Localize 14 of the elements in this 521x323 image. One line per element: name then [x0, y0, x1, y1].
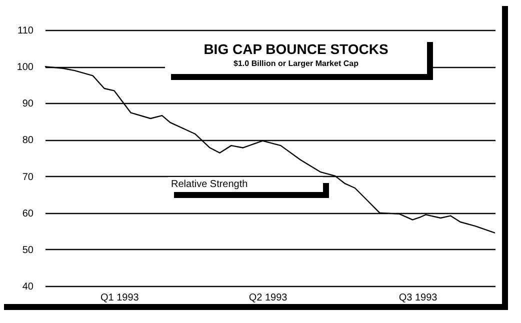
y-tick-label: 70	[22, 172, 34, 183]
y-tick-label: 80	[22, 135, 34, 146]
text: $1.0 Billion or Larger Market Cap	[232, 59, 360, 68]
y-tick-label: 90	[22, 98, 34, 110]
y-tick-label: 50	[22, 244, 34, 256]
y-tick-label: 60	[22, 208, 34, 220]
y-tick-label: 40	[22, 282, 34, 292]
x-tick-label: Q1 1993	[100, 292, 140, 304]
y-tick-label: 110	[18, 26, 34, 36]
y-tick-label: 100	[16, 62, 34, 74]
x-tick-label: Q3 1993	[398, 292, 438, 304]
x-tick-label: Q2 1993	[248, 292, 288, 304]
text: BIG CAP BOUNCE STOCKS	[202, 41, 390, 57]
text: Relative Strength	[168, 177, 323, 192]
